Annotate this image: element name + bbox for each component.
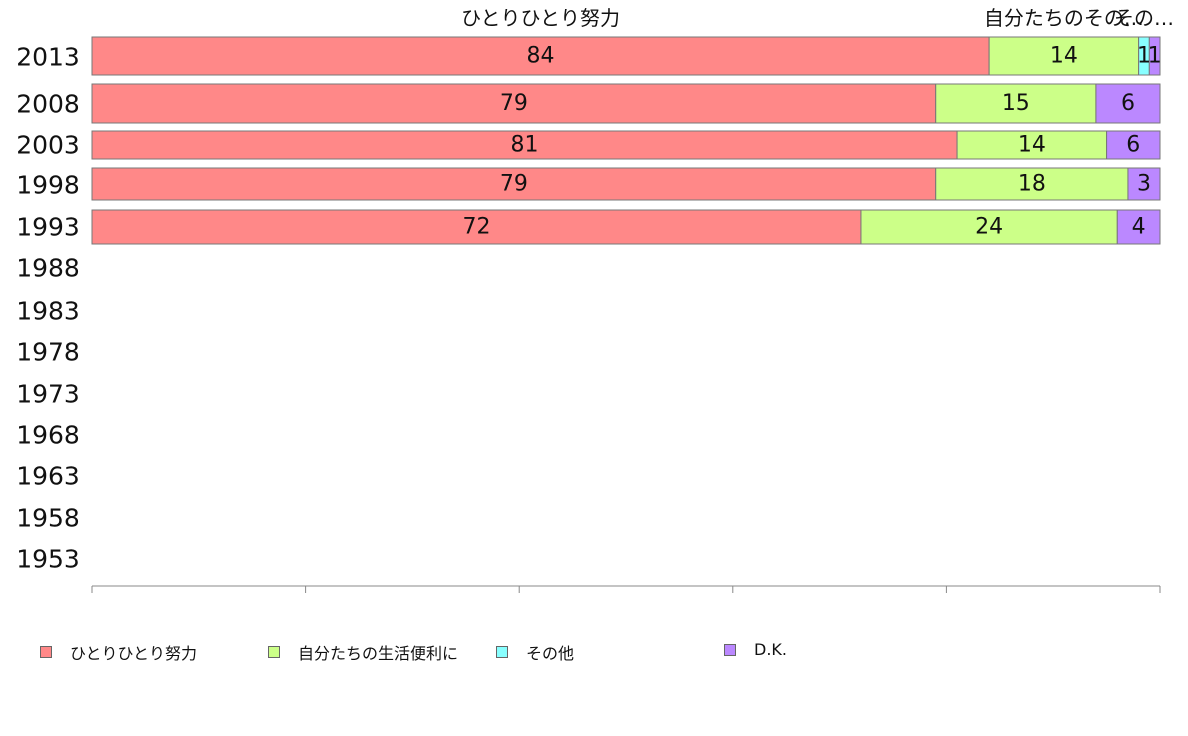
legend-swatch-0 xyxy=(40,646,52,658)
y-tick-label: 1988 xyxy=(16,254,80,283)
bar-value-label: 18 xyxy=(1018,172,1046,197)
bar-value-label: 79 xyxy=(500,91,528,116)
bar-value-label: 81 xyxy=(511,133,539,158)
y-tick-label: 1953 xyxy=(16,545,80,574)
bar-segment xyxy=(91,209,862,245)
y-tick-label: 2003 xyxy=(16,131,80,160)
bar-value-label: 14 xyxy=(1050,44,1078,69)
top-series-label: その… xyxy=(1114,6,1174,30)
bar-segment xyxy=(860,209,1118,245)
legend-label-1: 自分たちの生活便利に xyxy=(298,644,459,663)
bar-value-label: 24 xyxy=(975,215,1003,240)
x-tick-label: 20 xyxy=(294,600,317,601)
legend-item-2: その他 xyxy=(496,640,574,664)
bar-segment xyxy=(91,130,958,160)
labels-layer: 84 14 11 79 15 6 81 14 6 79 18 3 72 24 4 xyxy=(462,44,1161,240)
bar-segment xyxy=(1106,130,1161,160)
bar-value-label: 1 xyxy=(1137,44,1151,69)
bar-value-label: 79 xyxy=(500,172,528,197)
bar-value-label: 6 xyxy=(1121,91,1135,116)
legend-label-3: D.K. xyxy=(754,640,787,659)
bar-segment xyxy=(1127,167,1161,201)
legend-item-1: 自分たちの生活便利に xyxy=(268,640,458,664)
y-tick-label: 2013 xyxy=(16,43,80,72)
legend-label-0: ひとりひとり努力 xyxy=(70,644,198,663)
top-series-label: ひとりひとり努力 xyxy=(461,6,620,30)
x-tick-label: 0 xyxy=(86,600,97,601)
bar-value-label: 3 xyxy=(1137,172,1151,197)
bars-layer xyxy=(91,36,1161,245)
y-tick-label: 1983 xyxy=(16,297,80,326)
bar-value-label: 6 xyxy=(1126,133,1140,158)
bar-value-label: 14 xyxy=(1018,133,1046,158)
bar-segment xyxy=(988,36,1140,76)
bar-value-label: 15 xyxy=(1002,91,1030,116)
bar-segment xyxy=(91,36,990,76)
x-tick-label: 80 xyxy=(935,600,958,601)
legend-item-0: ひとりひとり努力 xyxy=(40,640,197,664)
legend-swatch-1 xyxy=(268,646,280,658)
top-series-labels: ひとりひとり努力 自分たちのその…その… xyxy=(461,6,1174,30)
bar-value-label: 4 xyxy=(1132,215,1146,240)
top-series-label: 自分たちのその… xyxy=(984,6,1144,30)
legend-label-2: その他 xyxy=(526,644,575,663)
y-tick-label: 1978 xyxy=(16,338,80,367)
y-tick-label: 1963 xyxy=(16,462,80,491)
bar-segment xyxy=(935,83,1097,124)
bar-value-label: 84 xyxy=(527,44,555,69)
x-tick-label: 40 xyxy=(508,600,531,601)
x-tick-label: 60 xyxy=(721,600,744,601)
legend-swatch-2 xyxy=(496,646,508,658)
y-tick-label: 1973 xyxy=(16,380,80,409)
x-axis: 0 20 40 60 80 100 xyxy=(86,585,1177,601)
legend-swatch-3 xyxy=(724,643,736,656)
legend-item-3: D.K. xyxy=(724,640,787,659)
bar-segment xyxy=(1116,209,1161,245)
stacked-bar-chart: 84 14 11 79 15 6 81 14 6 79 18 3 72 24 4 2013 2008 2003 1… xyxy=(16,6,1177,601)
bar-value-label: 1 xyxy=(1148,44,1162,69)
bar-segment xyxy=(1148,36,1161,76)
bar-segment xyxy=(956,130,1108,160)
bar-segment xyxy=(91,167,937,201)
y-tick-label: 1968 xyxy=(16,421,80,450)
y-tick-label: 1998 xyxy=(16,171,80,200)
y-tick-label: 1958 xyxy=(16,504,80,533)
bar-segment xyxy=(91,83,937,124)
bar-segment xyxy=(1095,83,1161,124)
y-tick-label: 1993 xyxy=(16,213,80,242)
y-tick-label: 2008 xyxy=(16,90,80,119)
x-tick-label: 100 xyxy=(1143,600,1177,601)
bar-value-label: 72 xyxy=(462,215,490,240)
legend: ひとりひとり努力 自分たちの生活便利に その他 D.K. xyxy=(40,640,840,663)
y-axis: 2013 2008 2003 1998 1993 1988 1983 1978 1973 1968… xyxy=(16,43,80,574)
